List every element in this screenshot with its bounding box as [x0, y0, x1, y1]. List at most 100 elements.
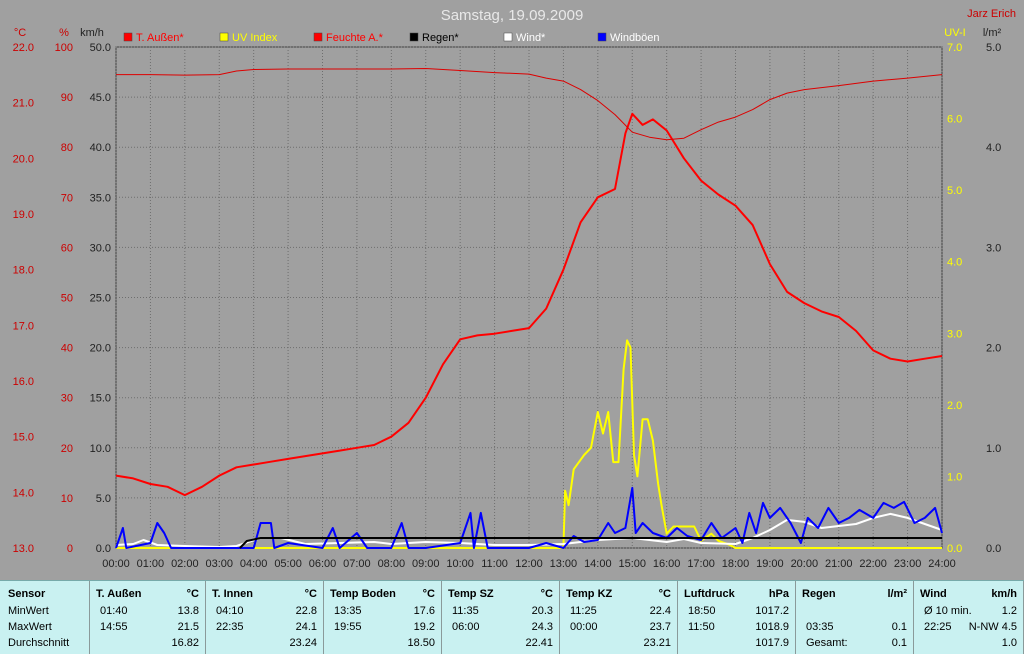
temp-tick-label: 19.0: [13, 209, 34, 221]
x-tick-label: 22:00: [859, 558, 887, 570]
stats-value: 22.41: [525, 637, 553, 649]
stats-value: 22.4: [649, 605, 671, 617]
humidity-unit-label: %: [59, 27, 69, 39]
x-tick-label: 08:00: [378, 558, 406, 570]
x-tick-label: 21:00: [825, 558, 853, 570]
stats-time: 14:55: [100, 621, 128, 633]
stats-time: Gesamt:: [806, 637, 848, 649]
x-tick-label: 18:00: [722, 558, 750, 570]
stats-col-unit: °C: [540, 588, 553, 600]
legend-swatch: [503, 32, 513, 42]
stats-col-name: Regen: [802, 588, 836, 600]
temp-tick-label: 14.0: [13, 487, 34, 499]
x-tick-label: 06:00: [309, 558, 337, 570]
stats-time: 22:25: [924, 621, 952, 633]
legend-swatch: [313, 32, 323, 42]
humidity-tick-label: 20: [61, 443, 73, 455]
stats-column: Temp Boden °C 13:35 17.6 19:55 19.2 18.50: [324, 581, 442, 654]
stats-col-name: Wind: [920, 588, 947, 600]
stats-column: Regen l/m² 03:35 0.1 Gesamt: 0.1: [796, 581, 914, 654]
x-tick-label: 23:00: [894, 558, 922, 570]
stats-time: 01:40: [100, 605, 128, 617]
temp-tick-label: 20.0: [13, 153, 34, 165]
x-tick-label: 15:00: [618, 558, 646, 570]
x-tick-label: 09:00: [412, 558, 440, 570]
stats-value: 1017.2: [755, 605, 789, 617]
x-tick-label: 17:00: [687, 558, 715, 570]
stats-column: Luftdruck hPa 18:50 1017.2 11:50 1018.9 1017.9: [678, 581, 796, 654]
stats-time: 03:35: [806, 621, 834, 633]
x-tick-label: 16:00: [653, 558, 681, 570]
temp-tick-label: 13.0: [13, 543, 34, 555]
x-tick-label: 01:00: [137, 558, 165, 570]
temp-tick-label: 17.0: [13, 320, 34, 332]
stats-column: Temp KZ °C 11:25 22.4 00:00 23.7 23.21: [560, 581, 678, 654]
x-tick-label: 03:00: [205, 558, 233, 570]
uv-tick-label: 5.0: [947, 185, 962, 197]
stats-value: 1018.9: [755, 621, 789, 633]
wind-tick-label: 15.0: [90, 393, 111, 405]
chart-title: Samstag, 19.09.2009: [441, 7, 584, 24]
stats-value: 23.7: [649, 621, 671, 633]
uv-unit-label: UV-I: [944, 27, 965, 39]
stats-value: 1.0: [1001, 637, 1017, 649]
x-tick-label: 00:00: [102, 558, 130, 570]
stats-value: N-NW 4.5: [968, 621, 1017, 633]
humidity-tick-label: 90: [61, 92, 73, 104]
wind-tick-label: 0.0: [96, 543, 111, 555]
stats-time: 06:00: [452, 621, 480, 633]
wind-tick-label: 45.0: [90, 92, 111, 104]
stats-col-unit: °C: [186, 588, 199, 600]
uv-tick-label: 4.0: [947, 257, 962, 269]
temp-unit-label: °C: [14, 27, 26, 39]
wind-tick-label: 5.0: [96, 493, 111, 505]
stats-column: Wind km/h Ø 10 min. 1.2 22:25 N-NW 4.5 1.0: [914, 581, 1024, 654]
stats-value: 23.24: [289, 637, 317, 649]
stats-col-unit: °C: [304, 588, 317, 600]
wind-tick-label: 30.0: [90, 242, 111, 254]
stats-time: 19:55: [334, 621, 362, 633]
humidity-tick-label: 80: [61, 142, 73, 154]
stats-value: 0.1: [891, 621, 907, 633]
legend-label: Wind*: [516, 32, 546, 44]
stats-value: 23.21: [643, 637, 671, 649]
rain-tick-label: 2.0: [986, 343, 1001, 355]
legend-swatch: [409, 32, 419, 42]
rain-tick-label: 5.0: [986, 42, 1001, 54]
stats-value: 18.50: [407, 637, 435, 649]
uv-tick-label: 3.0: [947, 328, 962, 340]
stats-col-unit: km/h: [991, 588, 1017, 600]
stats-sensor-column: Sensor MinWert MaxWert Durchschnitt: [0, 581, 90, 654]
stats-time: 13:35: [334, 605, 362, 617]
wind-unit-label: km/h: [80, 27, 104, 39]
stats-value: 17.6: [413, 605, 435, 617]
stats-time: 00:00: [570, 621, 598, 633]
sensor-header: Sensor: [8, 588, 46, 600]
row-label-max: MaxWert: [8, 621, 52, 633]
stats-column: Temp SZ °C 11:35 20.3 06:00 24.3 22.41: [442, 581, 560, 654]
uv-tick-label: 0.0: [947, 543, 962, 555]
stats-time: 22:35: [216, 621, 244, 633]
x-tick-label: 07:00: [343, 558, 371, 570]
x-tick-label: 10:00: [446, 558, 474, 570]
uv-tick-label: 7.0: [947, 42, 962, 54]
stats-value: 22.8: [295, 605, 317, 617]
stats-time: 11:25: [570, 605, 597, 617]
temp-tick-label: 15.0: [13, 432, 34, 444]
legend-label: Feuchte A.*: [326, 32, 384, 44]
rain-tick-label: 1.0: [986, 443, 1001, 455]
stats-col-name: T. Innen: [212, 588, 253, 600]
stats-column: T. Innen °C 04:10 22.8 22:35 24.1 23.24: [206, 581, 324, 654]
humidity-tick-label: 10: [61, 493, 73, 505]
wind-tick-label: 35.0: [90, 192, 111, 204]
uv-tick-label: 1.0: [947, 471, 962, 483]
legend-label: T. Außen*: [136, 32, 184, 44]
stats-col-unit: °C: [658, 588, 671, 600]
stats-col-name: Temp SZ: [448, 588, 494, 600]
legend-swatch: [219, 32, 229, 42]
stats-col-name: T. Außen: [96, 588, 142, 600]
wind-tick-label: 50.0: [90, 42, 111, 54]
temp-tick-label: 21.0: [13, 98, 34, 110]
stats-value: 24.1: [295, 621, 317, 633]
wind-tick-label: 20.0: [90, 343, 111, 355]
